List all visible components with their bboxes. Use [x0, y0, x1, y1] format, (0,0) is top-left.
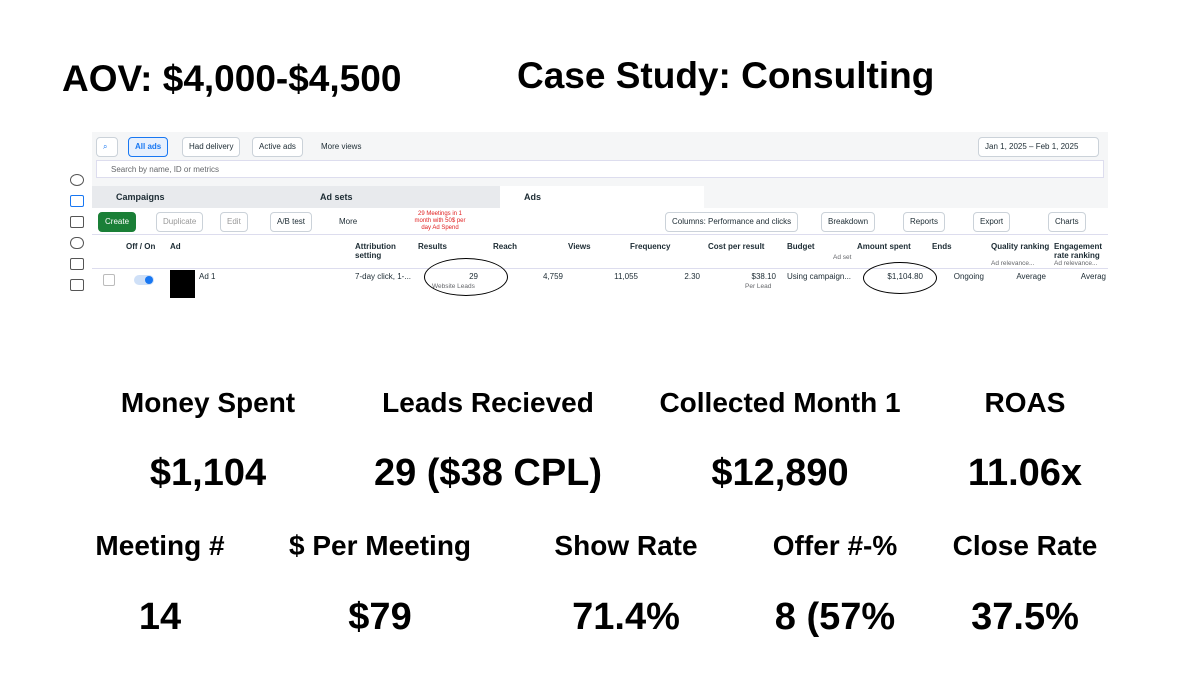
- column-header[interactable]: Ends: [932, 242, 952, 251]
- checkbox[interactable]: [103, 274, 115, 286]
- icon: [70, 174, 84, 186]
- action-button[interactable]: More: [332, 212, 365, 232]
- toggle[interactable]: [134, 275, 154, 285]
- note: 29 Meetings in 1 month with 50$ per day …: [414, 211, 466, 231]
- highlight-circle: [863, 262, 937, 294]
- highlight-circle: [424, 258, 508, 296]
- stat-label: Offer #-%: [772, 530, 898, 561]
- stat-label: Show Rate: [554, 530, 698, 561]
- stat-label: $ Per Meeting: [288, 530, 472, 561]
- cell: 11,055: [614, 272, 638, 281]
- cell: Ongoing: [953, 272, 984, 281]
- stat-label: Meeting #: [95, 530, 225, 561]
- action-button[interactable]: Create: [98, 212, 137, 232]
- title: Case Study: Consulting: [517, 55, 935, 96]
- toolbar-button[interactable]: Had delivery: [182, 137, 241, 157]
- aov: AOV: $4,000-$4,500: [62, 58, 402, 99]
- stat-value: 29 ($38 CPL): [373, 452, 603, 494]
- action-button[interactable]: Duplicate: [156, 212, 204, 232]
- column-sub: Ad set: [833, 254, 852, 261]
- date-range[interactable]: Jan 1, 2025 – Feb 1, 2025: [978, 137, 1100, 157]
- stat-label: Collected Month 1: [659, 387, 901, 418]
- column-header[interactable]: Engagement rate ranking: [1054, 242, 1103, 260]
- stat-value: $1,104: [149, 452, 267, 494]
- action-button[interactable]: Reports: [903, 212, 946, 232]
- stat-value: 71.4%: [572, 596, 680, 638]
- cell: 29: [469, 272, 478, 281]
- column-header[interactable]: Amount spent: [857, 242, 911, 251]
- stat-value: 8 (57%: [774, 596, 896, 638]
- cell: Average: [1016, 272, 1046, 281]
- cell: 4,759: [542, 272, 563, 281]
- stat-label: Close Rate: [952, 530, 1098, 561]
- ads-manager: ⌕ Jan 1, 2025 – Feb 1, 2025 Search by na…: [92, 132, 1108, 298]
- tab[interactable]: Ad sets: [296, 186, 500, 208]
- column-header[interactable]: Budget: [787, 242, 815, 251]
- stat-value: $12,890: [711, 452, 849, 494]
- icon: [70, 237, 84, 249]
- stat-label: Money Spent: [120, 387, 296, 418]
- action-button[interactable]: Breakdown: [821, 212, 876, 232]
- cell-sub: Per Lead: [745, 283, 772, 290]
- divider: [92, 268, 1108, 269]
- column-header[interactable]: Attribution setting: [355, 242, 396, 260]
- cell: 2.30: [684, 272, 700, 281]
- toolbar-button[interactable]: All ads: [128, 137, 169, 157]
- cell: $1,104.80: [887, 272, 923, 281]
- action-button[interactable]: Export: [973, 212, 1011, 232]
- column-sub: Ad relevance...: [1054, 260, 1098, 267]
- search-button[interactable]: ⌕: [96, 137, 118, 157]
- stat-label: Leads Recieved: [382, 387, 594, 418]
- icon: [70, 195, 84, 207]
- stat-value: $79: [348, 596, 412, 638]
- stat-value: 37.5%: [971, 596, 1079, 638]
- column-header[interactable]: Ad: [170, 242, 181, 251]
- cell: $38.10: [751, 272, 776, 281]
- toolbar-button[interactable]: More views: [321, 142, 362, 151]
- icon: [70, 258, 84, 270]
- action-button[interactable]: Columns: Performance and clicks: [665, 212, 799, 232]
- column-header[interactable]: Cost per result: [708, 242, 765, 251]
- column-header[interactable]: Quality ranking: [991, 242, 1050, 251]
- column-header[interactable]: Results: [418, 242, 447, 251]
- action-button[interactable]: A/B test: [270, 212, 313, 232]
- icon: [70, 216, 84, 228]
- column-header[interactable]: Views: [568, 242, 591, 251]
- stat-value: 14: [138, 596, 182, 638]
- tab[interactable]: Campaigns: [92, 186, 296, 208]
- ad-thumbnail: [170, 270, 195, 298]
- column-sub: Ad relevance...: [991, 260, 1035, 267]
- cell-sub: Website Leads: [432, 283, 475, 290]
- column-header[interactable]: Off / On: [126, 242, 156, 251]
- action-button[interactable]: Edit: [220, 212, 248, 232]
- cell: 7-day click, 1-...: [355, 272, 412, 281]
- stat-value: 11.06x: [967, 452, 1083, 494]
- cell: Ad 1: [199, 272, 216, 281]
- search-box[interactable]: Search by name, ID or metrics: [96, 160, 1104, 178]
- divider: [92, 234, 1108, 235]
- column-header[interactable]: Frequency: [630, 242, 671, 251]
- column-header[interactable]: Reach: [493, 242, 518, 251]
- icon: [70, 279, 84, 291]
- tab[interactable]: Ads: [500, 186, 704, 208]
- cell: Using campaign...: [787, 272, 852, 281]
- stat-label: ROAS: [984, 387, 1066, 418]
- action-button[interactable]: Charts: [1048, 212, 1086, 232]
- cell: Averag: [1080, 272, 1106, 281]
- toolbar-button[interactable]: Active ads: [252, 137, 303, 157]
